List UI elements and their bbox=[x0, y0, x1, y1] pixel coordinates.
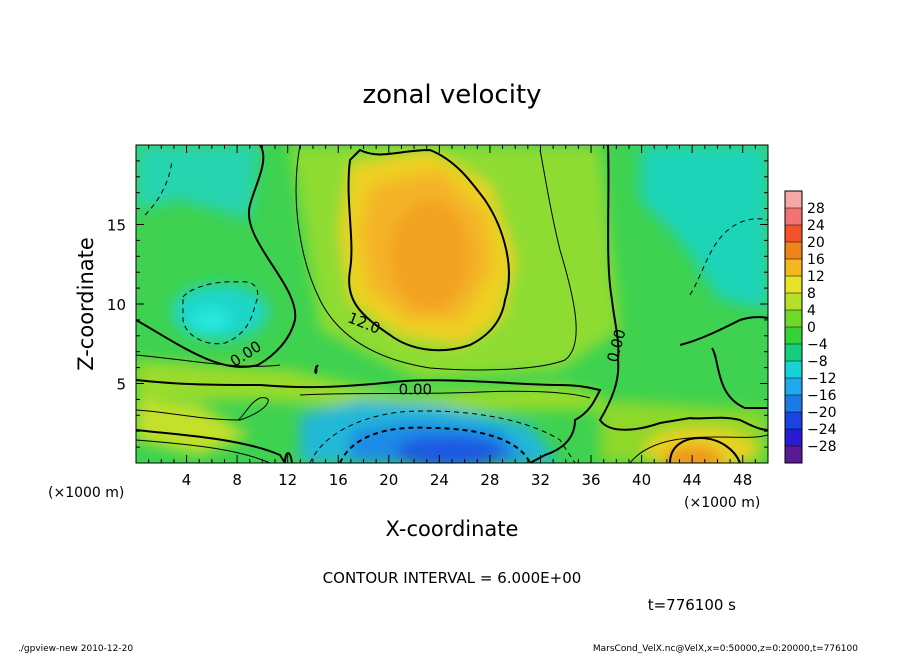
y-tick-label: 5 bbox=[116, 376, 126, 394]
positive-contour bbox=[347, 148, 510, 352]
colorbar-swatch bbox=[785, 395, 802, 412]
colorbar-swatch bbox=[785, 293, 802, 310]
colorbar-swatch bbox=[785, 344, 802, 361]
x-axis-unit-left: (×1000 m) bbox=[48, 485, 124, 501]
zero-contour bbox=[136, 429, 286, 463]
x-tick-label: 28 bbox=[480, 471, 499, 489]
colorbar-swatch bbox=[785, 310, 802, 327]
colorbar-swatch bbox=[785, 242, 802, 259]
colorbar-label: −24 bbox=[807, 422, 837, 438]
field-region bbox=[663, 446, 723, 463]
negative-contour bbox=[182, 281, 259, 345]
positive-contour bbox=[136, 397, 269, 421]
colorbar-swatch bbox=[785, 225, 802, 242]
colorbar-label: 4 bbox=[807, 303, 816, 319]
x-axis-title: X-coordinate bbox=[386, 517, 519, 541]
colorbar-swatch bbox=[785, 208, 802, 225]
positive-contour bbox=[299, 390, 591, 399]
colorbar-swatch bbox=[785, 429, 802, 446]
colorbar-label: −16 bbox=[807, 388, 837, 404]
colorbar-label: 8 bbox=[807, 286, 816, 302]
zero-contour bbox=[284, 452, 293, 463]
positive-contour bbox=[295, 145, 577, 371]
plot-area: 12.00.000.000.00 bbox=[136, 145, 768, 463]
colorbar-swatch bbox=[785, 412, 802, 429]
colorbar-label: 12 bbox=[807, 269, 825, 285]
positive-contour bbox=[136, 439, 271, 463]
x-tick-label: 44 bbox=[683, 471, 702, 489]
colorbar-swatch bbox=[785, 446, 802, 463]
colorbar-label: 28 bbox=[807, 201, 825, 217]
x-tick-label: 24 bbox=[430, 471, 449, 489]
zero-contour bbox=[711, 347, 768, 409]
y-axis-title: Z-coordinate bbox=[74, 237, 98, 371]
negative-contour bbox=[339, 426, 531, 463]
footer-right-text: MarsCond_VelX.nc@VelX,x=0:50000,z=0:2000… bbox=[593, 644, 858, 654]
zero-contour bbox=[136, 145, 297, 368]
colorbar-swatch bbox=[785, 327, 802, 344]
time-label: t=776100 s bbox=[648, 596, 736, 614]
footer-left-text: ./gpview-new 2010-12-20 bbox=[18, 644, 133, 654]
positive-contour bbox=[629, 434, 768, 463]
zero-contour bbox=[314, 364, 319, 374]
x-tick-label: 20 bbox=[379, 471, 398, 489]
colorbar-label: 0 bbox=[807, 320, 816, 336]
field-shading bbox=[136, 145, 768, 463]
y-axis-ticks: 5 10 15 bbox=[107, 160, 768, 448]
contour-interval-label: CONTOUR INTERVAL = 6.000E+00 bbox=[323, 569, 582, 587]
y-tick-label: 15 bbox=[107, 217, 126, 235]
field-region bbox=[136, 145, 260, 220]
negative-contour bbox=[144, 159, 173, 216]
colorbar-label: −20 bbox=[807, 405, 837, 421]
colorbar-swatch bbox=[785, 378, 802, 395]
negative-contour bbox=[309, 410, 576, 463]
colorbar-label: −28 bbox=[807, 439, 837, 455]
positive-contour bbox=[669, 436, 741, 463]
zero-contour bbox=[136, 379, 602, 463]
x-tick-label: 32 bbox=[531, 471, 550, 489]
negative-contour bbox=[689, 218, 768, 296]
field-region bbox=[136, 360, 600, 410]
x-tick-label: 36 bbox=[581, 471, 600, 489]
colorbar-label: −8 bbox=[807, 354, 828, 370]
zero-contour bbox=[679, 316, 768, 346]
field-region bbox=[190, 308, 230, 332]
colorbar-label: −4 bbox=[807, 337, 828, 353]
colorbar-label: −12 bbox=[807, 371, 837, 387]
x-tick-label: 4 bbox=[182, 471, 192, 489]
colorbar-label: 24 bbox=[807, 218, 825, 234]
contour-label: 0.00 bbox=[399, 381, 432, 399]
x-tick-label: 16 bbox=[329, 471, 348, 489]
y-tick-label: 10 bbox=[107, 296, 126, 314]
field-region bbox=[136, 400, 250, 455]
colorbar-swatch bbox=[785, 191, 802, 208]
x-axis-unit-right: (×1000 m) bbox=[684, 495, 760, 511]
x-tick-label: 40 bbox=[632, 471, 651, 489]
contour-lines bbox=[136, 145, 768, 463]
x-tick-label: 48 bbox=[733, 471, 752, 489]
x-tick-label: 8 bbox=[232, 471, 242, 489]
x-tick-label: 12 bbox=[278, 471, 297, 489]
positive-contour bbox=[136, 354, 281, 367]
colorbar-label: 16 bbox=[807, 252, 825, 268]
field-region bbox=[640, 145, 768, 310]
zero-contour bbox=[598, 145, 768, 431]
colorbar-label: 20 bbox=[807, 235, 825, 251]
colorbar-swatch bbox=[785, 361, 802, 378]
chart-title: zonal velocity bbox=[362, 80, 541, 110]
colorbar-swatch bbox=[785, 276, 802, 293]
field-region bbox=[395, 436, 505, 463]
x-axis-ticks: 4 8 12 16 20 24 28 32 36 40 44 48 bbox=[148, 145, 756, 489]
field-region bbox=[390, 200, 470, 310]
colorbar-swatch bbox=[785, 259, 802, 276]
